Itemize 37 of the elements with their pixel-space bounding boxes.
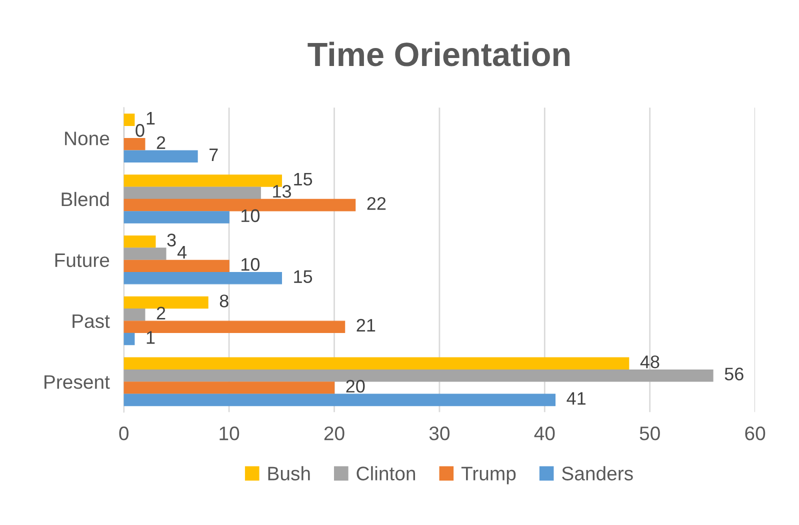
data-label: 13 — [273, 184, 292, 198]
y-tick-label: Blend — [62, 192, 109, 206]
chart-title: Time Orientation — [308, 42, 570, 66]
x-tick-label: 50 — [640, 426, 660, 440]
data-label: 2 — [156, 136, 166, 149]
data-label: 20 — [346, 380, 365, 393]
x-tick-label: 40 — [534, 426, 555, 440]
y-tick-label: Future — [55, 254, 110, 268]
data-label: 1 — [146, 112, 155, 124]
data-label: 56 — [724, 368, 744, 380]
data-label: 48 — [640, 355, 660, 368]
data-label: 7 — [210, 148, 218, 162]
data-label: 22 — [367, 197, 386, 210]
data-label: 3 — [167, 234, 176, 246]
data-label: 4 — [177, 246, 187, 258]
y-tick-label: None — [65, 132, 110, 146]
x-tick-label: 20 — [324, 426, 344, 440]
data-label: 10 — [242, 209, 260, 222]
data-label: 41 — [566, 392, 586, 405]
legend-label: Clinton — [356, 466, 416, 480]
x-tick-label: 10 — [220, 426, 240, 440]
data-label: 15 — [294, 270, 312, 283]
y-tick-label: Past — [72, 314, 110, 328]
legend-label: Trump — [461, 466, 516, 484]
data-label: 10 — [242, 258, 260, 271]
legend-label: Sanders — [562, 466, 633, 480]
x-tick-label: 0 — [119, 426, 128, 440]
x-tick-label: 30 — [429, 426, 450, 440]
data-label: 1 — [146, 331, 155, 344]
data-label: 21 — [356, 318, 376, 332]
data-label: 15 — [294, 172, 312, 186]
data-label: 0 — [136, 124, 144, 137]
x-tick-label: 60 — [745, 426, 766, 440]
data-label: 8 — [220, 294, 228, 308]
legend-label: Bush — [268, 466, 310, 480]
y-tick-label: Present — [44, 375, 110, 389]
data-label: 2 — [156, 306, 166, 320]
